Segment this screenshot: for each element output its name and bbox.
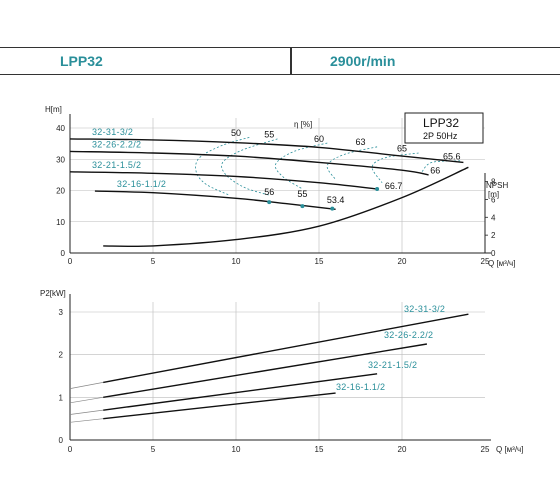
efficiency-contour	[371, 152, 419, 183]
y-tick-label: 10	[56, 218, 65, 227]
p2-y-tick-label: 2	[59, 351, 64, 360]
p2-curve-32-31-3/2	[103, 313, 469, 384]
x-tick-label: 25	[481, 257, 490, 266]
p2-x-tick-label: 15	[315, 445, 324, 454]
y2-tick-label: 2	[491, 231, 496, 240]
efficiency-value-label: 55	[264, 129, 274, 139]
y-tick-label: 30	[56, 155, 65, 164]
efficiency-contour	[274, 142, 328, 190]
header-bar: LPP32 2900r/min	[0, 47, 560, 75]
p2-curve-extension	[69, 396, 104, 404]
p2-x-tick-label: 0	[68, 445, 73, 454]
series-label: 32-26-2.2/2	[92, 139, 141, 149]
y2-tick-label: 0	[491, 249, 496, 258]
series-label: 32-16-1.1/2	[117, 179, 166, 189]
npsh-curve	[103, 166, 469, 248]
p2-curve-extension	[69, 409, 104, 415]
p2-x-tick-label: 10	[232, 445, 241, 454]
header-divider	[290, 48, 292, 74]
efficiency-value-label: 53.4	[327, 195, 345, 205]
p2-curve-extension	[69, 418, 104, 423]
x-tick-label: 0	[68, 257, 73, 266]
efficiency-contour	[221, 138, 278, 196]
x-tick-label: 20	[398, 257, 407, 266]
p2-x-axis-label: Q [м³/ч]	[496, 445, 523, 454]
p2-x-tick-label: 25	[481, 445, 490, 454]
y-tick-label: 0	[61, 249, 66, 258]
y2-axis-unit: [m]	[488, 190, 499, 199]
p2-curve-32-26-2.2/2	[103, 343, 428, 399]
p2-curve-32-16-1.1/2	[103, 392, 336, 420]
p2-series-label: 32-21-1.5/2	[368, 360, 417, 370]
p2-series-label: 32-26-2.2/2	[384, 330, 433, 340]
p2-y-tick-label: 1	[59, 393, 64, 402]
p2-y-tick-label: 0	[59, 436, 64, 445]
hq-curve-32-31-3/2	[69, 138, 464, 164]
x-tick-label: 10	[232, 257, 241, 266]
p2-y-axis-label: P2[kW]	[40, 289, 66, 298]
hq-curve-32-16-1.1/2	[94, 190, 336, 210]
efficiency-value-label: 65.6	[443, 151, 461, 161]
efficiency-value-label: 60	[314, 134, 324, 144]
efficiency-value-label: 56	[264, 187, 274, 197]
speed-title: 2900r/min	[330, 53, 396, 69]
p2-curve-32-21-1.5/2	[103, 373, 378, 411]
efficiency-marker	[267, 200, 272, 205]
hq-curve-32-21-1.5/2	[69, 171, 378, 190]
efficiency-value-label: 50	[231, 128, 241, 138]
series-label: 32-31-3/2	[92, 127, 133, 137]
y2-axis-label: NPSH	[486, 181, 508, 190]
chart-subtitle: 2P 50Hz	[423, 131, 458, 141]
p2-x-tick-label: 5	[151, 445, 156, 454]
model-title: LPP32	[60, 53, 103, 69]
y2-tick-label: 8	[491, 178, 496, 187]
efficiency-contour	[421, 160, 461, 173]
p2-curve-extension	[69, 382, 104, 389]
p2-x-tick-label: 20	[398, 445, 407, 454]
efficiency-value-label: 65	[397, 143, 407, 153]
y2-tick-label: 6	[491, 195, 496, 204]
efficiency-marker	[330, 206, 335, 211]
series-label: 32-21-1.5/2	[92, 160, 141, 170]
chart-title: LPP32	[423, 116, 459, 130]
efficiency-value-label: 55	[297, 189, 307, 199]
efficiency-value-label: 63	[355, 137, 365, 147]
x-tick-label: 15	[315, 257, 324, 266]
x-tick-label: 5	[151, 257, 156, 266]
efficiency-contour	[195, 137, 250, 196]
x-axis-label: Q [м³/ч]	[488, 259, 515, 268]
p2-y-tick-label: 3	[59, 308, 64, 317]
efficiency-value-label: 66	[430, 165, 440, 175]
efficiency-label: η [%]	[294, 120, 312, 129]
y-tick-label: 40	[56, 124, 65, 133]
y-tick-label: 20	[56, 187, 65, 196]
title-box	[404, 112, 484, 144]
efficiency-marker	[375, 186, 380, 191]
y2-tick-label: 4	[491, 213, 496, 222]
efficiency-value-label: 66.7	[385, 181, 403, 191]
y-axis-label: H[m]	[45, 105, 62, 114]
p2-series-label: 32-16-1.1/2	[336, 382, 385, 392]
p2-series-label: 32-31-3/2	[404, 304, 445, 314]
hq-curve-32-26-2.2/2	[69, 150, 429, 176]
efficiency-marker	[300, 204, 305, 209]
